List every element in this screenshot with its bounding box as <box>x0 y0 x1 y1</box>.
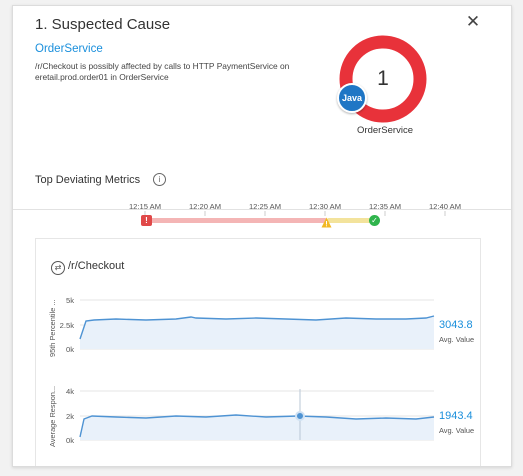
ok-marker-icon[interactable]: ✓ <box>369 215 380 226</box>
chart1-avg-label: Avg. Value <box>439 335 475 344</box>
chart1-ytick: 2.5k <box>59 321 74 330</box>
section-title: Top Deviating Metrics <box>35 174 141 186</box>
chart2-ytick: 0k <box>65 436 74 445</box>
timeline-tick: 12:20 AM <box>188 202 222 211</box>
metric-charts[interactable] <box>36 239 480 467</box>
info-icon[interactable]: i <box>153 173 166 186</box>
chart1-ytick: 5k <box>65 296 74 305</box>
cause-description: /r/Checkout is possibly affected by call… <box>35 61 290 82</box>
chart1-avg-value: 3043.8 <box>439 319 473 331</box>
timeline-divider <box>13 209 511 210</box>
card-title: /r/Checkout <box>68 260 125 272</box>
service-donut[interactable]: 1 <box>338 34 428 124</box>
close-icon[interactable]: ✕ <box>465 12 481 31</box>
chart2-area <box>80 415 434 440</box>
donut-count: 1 <box>377 67 389 90</box>
metric-card: ⇄ /r/Checkout 95th Percentile ... 5k 2.5… <box>35 238 481 467</box>
donut-ring <box>339 35 427 123</box>
chart2-avg-value: 1943.4 <box>439 410 473 422</box>
timeline-tick: 12:25 AM <box>248 202 282 211</box>
chart1-area <box>80 316 434 349</box>
timeline-error-bar[interactable] <box>146 218 327 223</box>
hover-point <box>295 411 305 421</box>
service-link[interactable]: OrderService <box>35 43 103 55</box>
warning-marker-icon[interactable] <box>321 215 332 228</box>
java-badge: Java <box>337 83 367 113</box>
error-marker-icon[interactable]: ! <box>141 215 152 226</box>
chart2-line <box>79 414 435 438</box>
timeline-tick: 12:40 AM <box>428 202 462 211</box>
panel-title: 1. Suspected Cause <box>35 16 171 33</box>
chart2-ytick: 2k <box>65 412 74 421</box>
timeline-tick: 12:35 AM <box>368 202 402 211</box>
timeline-tick: 12:30 AM <box>308 202 342 211</box>
chart1-line <box>79 315 435 340</box>
chart2-ytick: 4k <box>65 387 74 396</box>
timeline-warning-bar[interactable] <box>327 218 375 223</box>
chart1-ytick: 0k <box>65 345 74 354</box>
chart2-avg-label: Avg. Value <box>439 426 475 435</box>
transaction-icon: ⇄ <box>51 261 65 275</box>
donut-label: OrderService <box>357 125 413 136</box>
suspected-cause-panel: 1. Suspected Cause ✕ OrderService /r/Che… <box>12 5 512 467</box>
timeline-tick: 12:15 AM <box>128 202 162 211</box>
